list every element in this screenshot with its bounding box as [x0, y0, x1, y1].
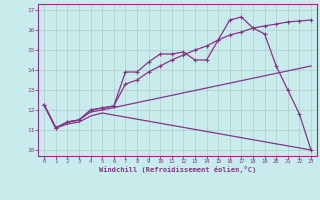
- X-axis label: Windchill (Refroidissement éolien,°C): Windchill (Refroidissement éolien,°C): [99, 166, 256, 173]
